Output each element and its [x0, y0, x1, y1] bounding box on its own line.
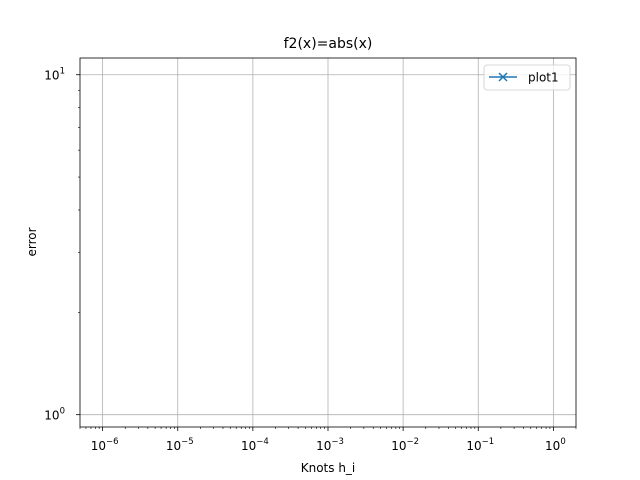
y-axis-ticks: 100 101: [44, 67, 80, 423]
legend-label-plot1: plot1: [528, 71, 559, 85]
chart-title: f2(x)=abs(x): [284, 36, 373, 52]
legend-marker-x-icon: [498, 72, 508, 82]
y-axis-label: error: [25, 227, 39, 256]
y-tick-label: 101: [44, 67, 65, 83]
legend-box: [483, 64, 571, 91]
x-tick-label: 10−2: [391, 437, 419, 453]
x-tick-label: 100: [545, 437, 566, 453]
x-tick-label: 10−1: [466, 437, 494, 453]
x-tick-label: 10−5: [166, 437, 194, 453]
x-tick-label: 10−4: [241, 437, 269, 453]
y-tick-label: 100: [44, 407, 65, 423]
grid-lines: [80, 58, 576, 427]
x-tick-label: 10−6: [91, 437, 119, 453]
x-axis-label: Knots h_i: [301, 461, 356, 475]
x-tick-label: 10−3: [316, 437, 344, 453]
legend: plot1: [483, 64, 571, 91]
x-axis-ticks: 10−6 10−5 10−4 10−3 10−2 10−1 100: [79, 427, 577, 453]
